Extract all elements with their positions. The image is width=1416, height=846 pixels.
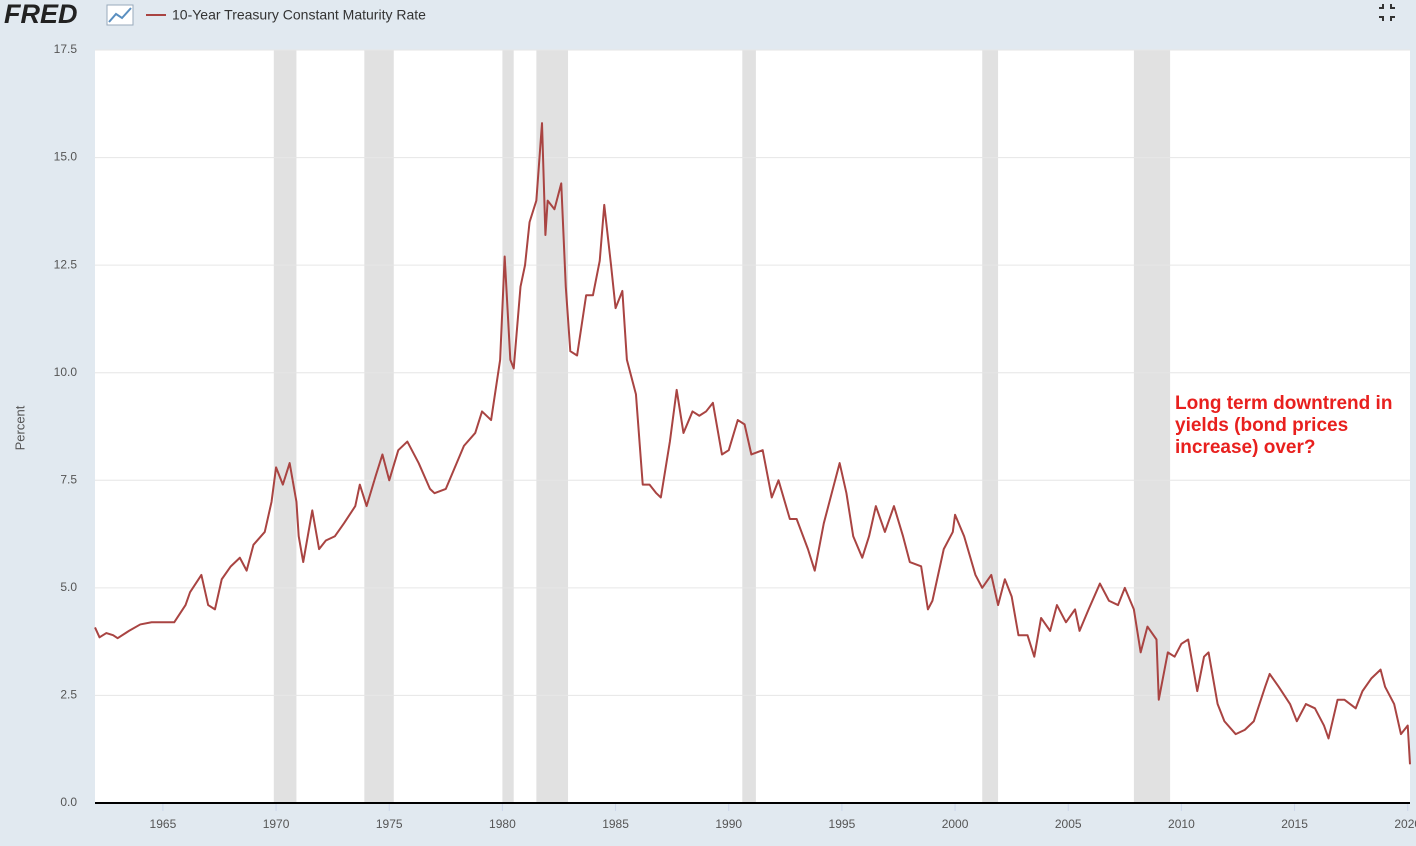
y-tick-label: 12.5 — [54, 257, 78, 271]
y-tick-label: 10.0 — [54, 365, 78, 379]
x-tick-label: 2000 — [942, 817, 969, 831]
logo-icon — [106, 4, 134, 26]
recession-band — [742, 50, 756, 803]
x-tick-label: 2010 — [1168, 817, 1195, 831]
x-tick-label: 2005 — [1055, 817, 1082, 831]
series-line — [94, 122, 1411, 765]
x-tick-label: 1995 — [829, 817, 856, 831]
logo: FRED — [4, 0, 78, 29]
y-tick-label: 15.0 — [54, 150, 78, 164]
x-tick-label: 1985 — [602, 817, 629, 831]
legend-label: 10-Year Treasury Constant Maturity Rate — [172, 7, 426, 23]
fullscreen-icon[interactable] — [1379, 4, 1395, 21]
x-tick-label: 1990 — [715, 817, 742, 831]
y-tick-label: 17.5 — [54, 42, 78, 56]
recession-band — [536, 50, 569, 803]
y-tick-label: 7.5 — [60, 472, 77, 486]
y-tick-label: 2.5 — [60, 688, 77, 702]
x-tick-label: 1980 — [489, 817, 516, 831]
x-tick-label: 1965 — [150, 817, 177, 831]
y-tick-label: 0.0 — [60, 795, 77, 809]
recession-band — [502, 50, 514, 803]
x-tick-label: 1970 — [263, 817, 290, 831]
annotation: yields (bond prices — [1175, 415, 1348, 436]
recession-band — [1133, 50, 1171, 803]
x-tick-label: 1975 — [376, 817, 403, 831]
y-tick-label: 5.0 — [60, 580, 77, 594]
recession-band — [273, 50, 297, 803]
x-tick-label: 2015 — [1281, 817, 1308, 831]
y-axis-label: Percent — [12, 405, 27, 450]
annotation: Long term downtrend in — [1175, 393, 1392, 414]
recession-band — [364, 50, 394, 803]
x-tick-label: 2020 — [1394, 817, 1416, 831]
recession-band — [982, 50, 999, 803]
annotation: increase) over? — [1175, 437, 1315, 458]
